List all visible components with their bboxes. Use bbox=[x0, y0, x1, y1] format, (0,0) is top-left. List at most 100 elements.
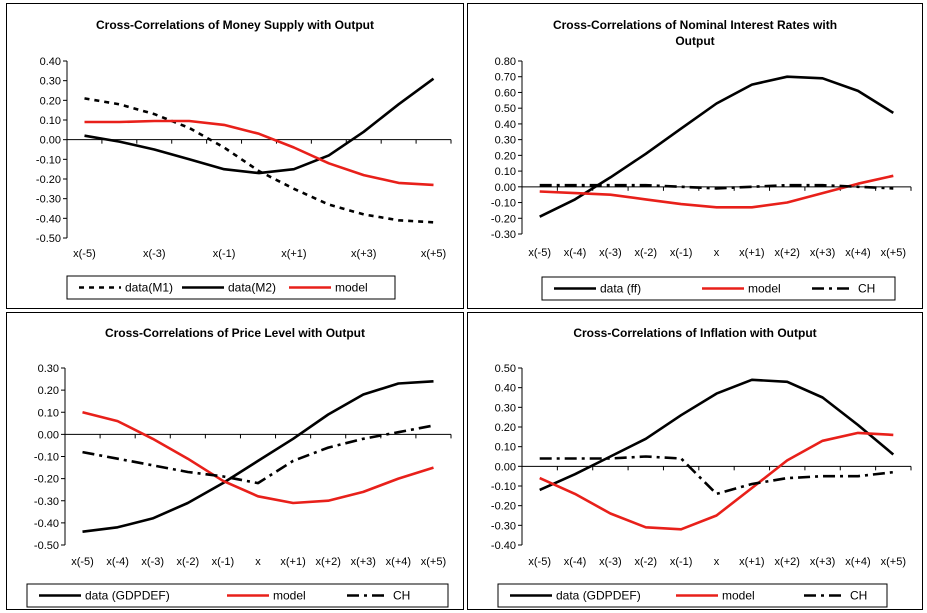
y-tick-label: -0.30 bbox=[34, 496, 59, 508]
series-line-data-ff- bbox=[539, 75, 894, 218]
x-tick-label: x(+1) bbox=[739, 247, 764, 259]
x-tick-label: x(-5) bbox=[528, 556, 551, 568]
x-tick-label: x(+3) bbox=[351, 556, 376, 568]
y-tick-label: 0.00 bbox=[40, 135, 61, 147]
legend-label: model bbox=[273, 589, 306, 603]
y-tick-label: 0.40 bbox=[495, 119, 516, 131]
y-tick-label: -0.30 bbox=[36, 194, 61, 206]
series-line-data-m1- bbox=[84, 97, 434, 224]
legend-label: CH bbox=[858, 282, 875, 296]
legend-box bbox=[66, 275, 396, 300]
x-tick-label: x(+2) bbox=[315, 556, 340, 568]
chart-svg: Cross-Correlations of Nominal Interest R… bbox=[491, 18, 912, 301]
x-tick-label: x(-1) bbox=[670, 247, 693, 259]
x-tick-label: x(-2) bbox=[177, 556, 200, 568]
legend-label: data(M2) bbox=[228, 281, 276, 295]
y-tick-label: 0.30 bbox=[495, 135, 516, 147]
legend-label: model bbox=[748, 282, 781, 296]
y-tick-label: 0.30 bbox=[40, 76, 61, 88]
y-tick-label: 0.10 bbox=[38, 407, 59, 419]
x-tick-label: x(+1) bbox=[281, 248, 306, 260]
y-tick-label: 0.40 bbox=[40, 56, 61, 68]
x-tick-label: x(+2) bbox=[775, 556, 800, 568]
chart-svg: Cross-Correlations of Inflation with Out… bbox=[491, 326, 912, 608]
y-tick-label: -0.20 bbox=[34, 474, 59, 486]
series-line-ch bbox=[539, 455, 894, 496]
x-tick-label: x bbox=[714, 556, 720, 568]
y-tick-label: 0.50 bbox=[495, 363, 516, 375]
series-line-model bbox=[539, 174, 894, 209]
x-tick-label: x(+3) bbox=[810, 247, 835, 259]
legend-label: model bbox=[335, 281, 368, 295]
x-tick-label: x(-5) bbox=[73, 248, 96, 260]
x-tick-label: x(-1) bbox=[212, 556, 235, 568]
y-tick-label: -0.40 bbox=[491, 540, 516, 552]
y-tick-label: 0.30 bbox=[38, 363, 59, 375]
y-tick-label: 0.10 bbox=[495, 166, 516, 178]
y-tick-label: -0.40 bbox=[34, 518, 59, 530]
series-line-data-gdpdef- bbox=[82, 380, 434, 533]
y-tick-label: 0.20 bbox=[40, 95, 61, 107]
x-tick-label: x(-1) bbox=[670, 556, 693, 568]
x-tick-label: x(+1) bbox=[280, 556, 305, 568]
series-line-ch bbox=[82, 424, 434, 485]
series-line-model bbox=[539, 431, 894, 531]
series-line-model bbox=[82, 411, 434, 505]
x-tick-label: x(+1) bbox=[739, 556, 764, 568]
legend-label: CH bbox=[850, 589, 867, 603]
y-tick-label: 0.00 bbox=[495, 182, 516, 194]
y-tick-label: 0.10 bbox=[495, 442, 516, 454]
x-tick-label: x(-4) bbox=[564, 556, 587, 568]
y-tick-label: 0.20 bbox=[495, 150, 516, 162]
x-tick-label: x(-3) bbox=[143, 248, 166, 260]
x-tick-label: x(-5) bbox=[528, 247, 551, 259]
y-tick-label: 0.40 bbox=[495, 383, 516, 395]
x-tick-label: x bbox=[714, 247, 720, 259]
x-tick-label: x(-2) bbox=[634, 247, 657, 259]
y-tick-label: -0.30 bbox=[491, 520, 516, 532]
x-tick-label: x(+5) bbox=[421, 248, 446, 260]
chart-svg: Cross-Correlations of Price Level with O… bbox=[26, 326, 452, 608]
y-tick-label: -0.10 bbox=[34, 452, 59, 464]
y-tick-label: 0.70 bbox=[495, 72, 516, 84]
y-tick-label: 0.10 bbox=[40, 115, 61, 127]
x-tick-label: x(-3) bbox=[599, 247, 622, 259]
chart-svg: Cross-Correlations of Money Supply with … bbox=[36, 18, 452, 300]
y-tick-label: 0.00 bbox=[38, 429, 59, 441]
x-tick-label: x(-3) bbox=[599, 556, 622, 568]
y-tick-label: -0.20 bbox=[491, 213, 516, 225]
chart-title: Cross-Correlations of Price Level with O… bbox=[105, 326, 365, 340]
chart-panel-money-supply: Cross-Correlations of Money Supply with … bbox=[6, 3, 464, 309]
series-line-model bbox=[84, 119, 434, 187]
x-tick-label: x(+3) bbox=[810, 556, 835, 568]
y-tick-label: -0.50 bbox=[36, 233, 61, 245]
series-line-data-gdpdef- bbox=[539, 378, 895, 492]
chart-panel-interest-rates: Cross-Correlations of Nominal Interest R… bbox=[467, 3, 923, 309]
y-tick-label: 0.80 bbox=[495, 56, 516, 68]
x-tick-label: x(+4) bbox=[845, 247, 870, 259]
legend-label: CH bbox=[393, 589, 410, 603]
y-tick-label: -0.20 bbox=[36, 174, 61, 186]
y-tick-label: -0.10 bbox=[491, 198, 516, 210]
x-tick-label: x(-5) bbox=[71, 556, 94, 568]
legend-label: model bbox=[722, 589, 755, 603]
x-tick-label: x(+2) bbox=[775, 247, 800, 259]
x-tick-label: x(+5) bbox=[421, 556, 446, 568]
y-tick-label: 0.60 bbox=[495, 87, 516, 99]
legend-label: data (GDPDEF) bbox=[85, 589, 170, 603]
y-tick-label: 0.20 bbox=[38, 385, 59, 397]
chart-title: Cross-Correlations of Money Supply with … bbox=[96, 18, 374, 32]
x-tick-label: x(+5) bbox=[881, 556, 906, 568]
chart-title: Cross-Correlations of Nominal Interest R… bbox=[553, 18, 837, 32]
x-tick-label: x(-4) bbox=[106, 556, 129, 568]
x-tick-label: x bbox=[255, 556, 261, 568]
y-tick-label: -0.40 bbox=[36, 213, 61, 225]
y-tick-label: 0.20 bbox=[495, 422, 516, 434]
y-tick-label: -0.50 bbox=[34, 540, 59, 552]
y-tick-label: 0.30 bbox=[495, 402, 516, 414]
legend-label: data (GDPDEF) bbox=[556, 589, 641, 603]
y-tick-label: -0.10 bbox=[36, 154, 61, 166]
x-tick-label: x(-1) bbox=[213, 248, 236, 260]
y-tick-label: -0.10 bbox=[491, 481, 516, 493]
y-tick-label: -0.20 bbox=[491, 501, 516, 513]
